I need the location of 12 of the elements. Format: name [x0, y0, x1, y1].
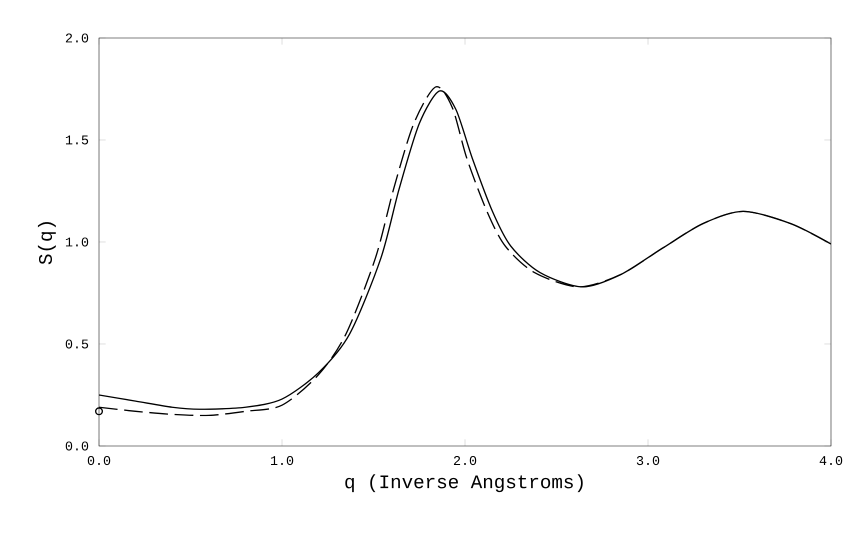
y-tick-label: 0.5 — [66, 339, 88, 349]
x-tick-label: 0.0 — [88, 456, 110, 466]
y-tick-label: 1.0 — [66, 237, 88, 247]
x-tick-label: 2.0 — [454, 456, 476, 466]
x-tick-label: 1.0 — [270, 456, 294, 466]
y-tick-label: 0.0 — [66, 441, 88, 451]
x-tick-label: 3.0 — [636, 456, 660, 466]
y-tick-label: 2.0 — [66, 33, 88, 43]
x-tick-label: 4.0 — [820, 456, 842, 466]
x-axis-title: q (Inverse Angstroms) — [345, 474, 583, 492]
y-axis-title: S(q) — [38, 222, 56, 264]
y-tick-label: 1.5 — [66, 136, 88, 144]
